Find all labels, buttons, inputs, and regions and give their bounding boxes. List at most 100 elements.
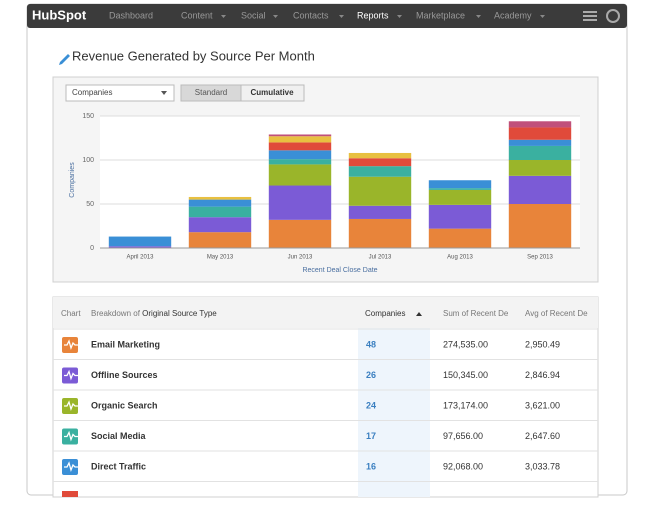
page-title: Revenue Generated by Source Per Month [72,48,315,63]
nav-caret [339,15,344,18]
sum-value: 173,174.00 [443,400,488,410]
row-icon-glyph [64,339,78,351]
nav-caret [221,15,226,18]
sum-value: 92,068.00 [443,461,483,471]
column-header: Breakdown of Original Source Type [91,309,217,318]
avg-value: 2,647.60 [525,431,560,441]
y-tick-label: 100 [82,157,94,164]
x-tick-label: April 2013 [126,255,154,261]
x-tick-label: Aug 2013 [447,255,473,261]
bar-segment [268,142,332,151]
companies-count: 17 [366,431,376,441]
nav-item[interactable]: Content [181,10,213,20]
row-icon-glyph [64,430,78,442]
column-header[interactable]: Sum of Recent De [443,309,509,318]
bar-segment [428,204,492,229]
bar-segment [508,121,572,128]
x-tick-label: Jul 2013 [369,255,392,261]
avg-value: 2,846.94 [525,370,560,380]
bar-segment [188,217,252,233]
nav-item[interactable]: Dashboard [109,10,153,20]
bar-segment [508,145,572,160]
bar-segment [508,127,572,140]
nav-caret [540,15,545,18]
menu-icon[interactable] [583,11,597,21]
dropdown-arrow [161,91,167,95]
bar-segment [508,204,572,248]
y-tick-label: 0 [90,245,94,252]
nav-caret [476,15,481,18]
dropdown[interactable] [65,84,175,102]
nav-caret [397,15,402,18]
bar-segment [508,175,572,204]
bar-segment [268,150,332,160]
table [52,296,599,498]
dropdown-label: Companies [72,88,112,97]
bar-segment [108,246,172,248]
account-icon[interactable] [606,9,620,23]
bar-segment [348,158,412,167]
sum-value: 97,656.00 [443,431,483,441]
x-tick-label: Sep 2013 [527,255,553,261]
bar-segment [348,218,412,248]
button-label: Cumulative [250,88,294,97]
bar-segment [188,206,252,218]
nav-bar [27,4,627,28]
bar-segment [268,164,332,186]
nav-item[interactable]: Academy [494,10,532,20]
y-tick-label: 150 [82,113,94,120]
nav-item[interactable]: Reports [357,10,389,20]
edit-icon[interactable] [59,54,70,65]
source-name[interactable]: Organic Search [91,400,158,410]
bar-segment [508,139,572,146]
table-header [53,297,598,328]
column-header: Chart [61,309,81,318]
bar-segment [268,219,332,248]
x-tick-label: May 2013 [207,255,234,261]
row-icon [62,491,78,497]
column-header[interactable]: Companies [365,309,405,318]
row-icon-glyph [64,369,78,381]
sorted-column [358,328,430,497]
logo[interactable]: HubSpot [32,7,87,22]
bar-segment [428,189,492,205]
row-icon-glyph [64,400,78,412]
y-axis-title: Companies [69,162,76,198]
bar-segment [508,160,572,176]
companies-count: 24 [366,400,376,410]
avg-value: 3,033.78 [525,461,560,471]
bar-segment [348,176,412,206]
bar-segment [188,196,252,200]
bar-segment [348,152,412,159]
plot-area [100,116,580,248]
companies-count: 26 [366,370,376,380]
bar-segment [428,188,492,190]
column-header[interactable]: Avg of Recent De [525,309,588,318]
button[interactable] [240,84,305,102]
header-part: Breakdown of [91,309,141,318]
source-name[interactable]: Direct Traffic [91,461,146,471]
source-name[interactable]: Social Media [91,431,147,441]
nav-item[interactable]: Social [241,10,266,20]
nav-item[interactable]: Marketplace [416,10,465,20]
companies-count: 16 [366,461,376,471]
nav-item[interactable]: Contacts [293,10,329,20]
header-part: Original Source Type [142,309,217,318]
bar-segment [268,159,332,165]
bar-segment [428,180,492,189]
bar-segment [268,185,332,220]
sum-value: 150,345.00 [443,370,488,380]
bar-segment [188,232,252,248]
x-tick-label: Jun 2013 [288,255,313,261]
companies-count: 48 [366,339,376,349]
button-label: Standard [195,88,227,97]
y-tick-label: 50 [86,201,94,208]
source-name[interactable]: Offline Sources [91,370,158,380]
bar-segment [188,199,252,207]
sum-value: 274,535.00 [443,339,488,349]
bar-segment [268,136,332,143]
avg-value: 2,950.49 [525,339,560,349]
source-name[interactable]: Email Marketing [91,339,160,349]
